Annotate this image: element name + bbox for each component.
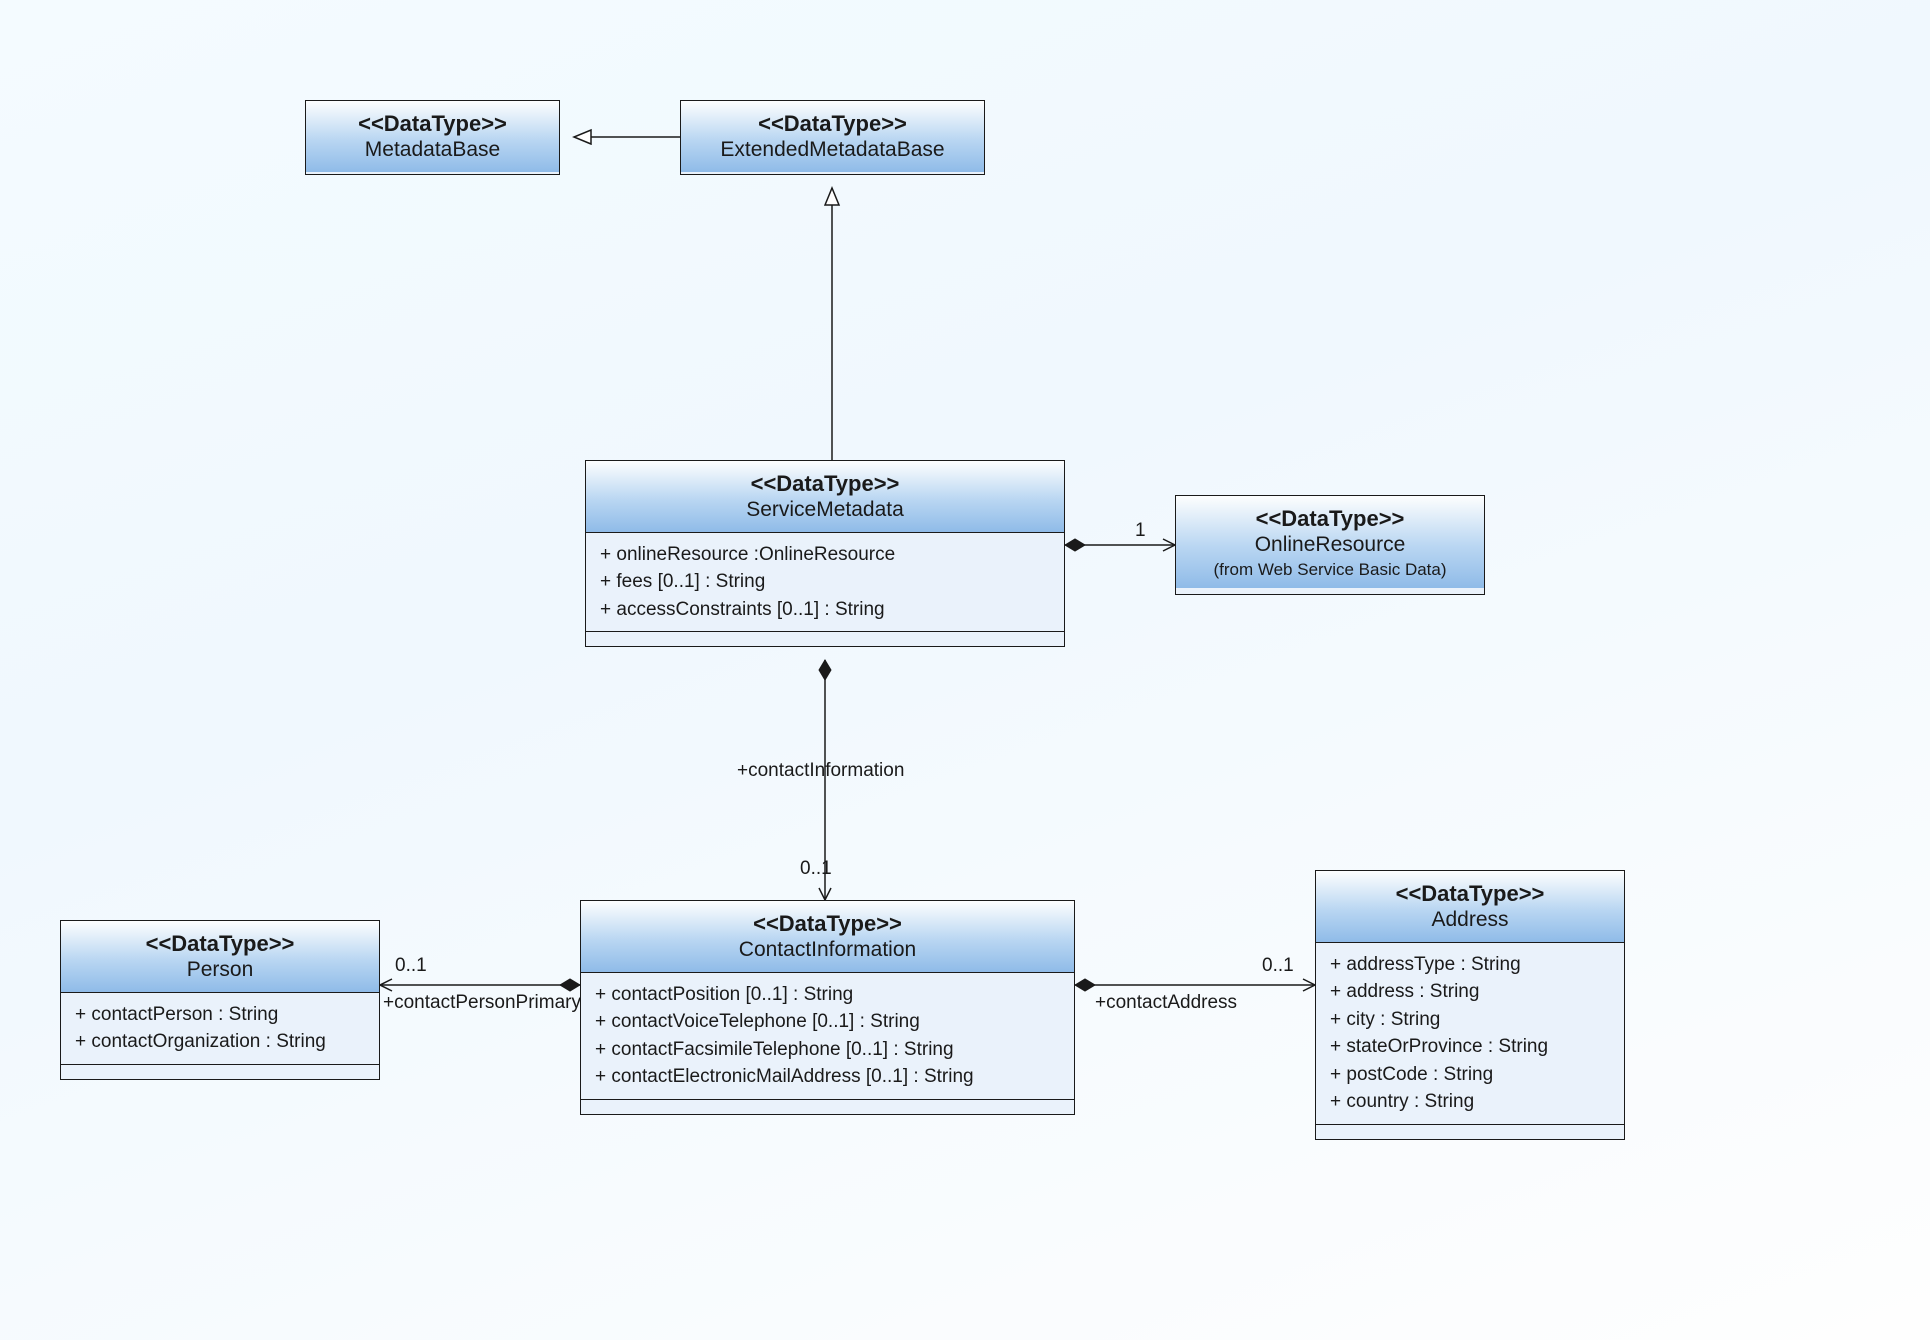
- stereotype-label: <<DataType>>: [75, 931, 365, 957]
- attribute-row: + contactPosition [0..1] : String: [595, 981, 1060, 1009]
- class-attributes: + contactPosition [0..1] : String + cont…: [581, 973, 1074, 1100]
- attribute-row: + contactPerson : String: [75, 1001, 365, 1029]
- class-service-metadata: <<DataType>> ServiceMetadata + onlineRes…: [585, 460, 1065, 647]
- stereotype-label: <<DataType>>: [695, 111, 970, 137]
- class-address: <<DataType>> Address + addressType : Str…: [1315, 870, 1625, 1140]
- edge-label: +contactAddress: [1095, 992, 1237, 1014]
- attribute-row: + postCode : String: [1330, 1061, 1610, 1089]
- attribute-row: + contactFacsimileTelephone [0..1] : Str…: [595, 1036, 1060, 1064]
- edge-label: 0..1: [1262, 955, 1294, 977]
- class-name-label: Person: [75, 957, 365, 983]
- class-subnote: (from Web Service Basic Data): [1190, 559, 1470, 580]
- attribute-row: + contactElectronicMailAddress [0..1] : …: [595, 1063, 1060, 1091]
- class-operations-empty: [1316, 1125, 1624, 1139]
- attribute-row: + country : String: [1330, 1088, 1610, 1116]
- edges-layer: [0, 0, 1930, 1340]
- class-name-label: OnlineResource: [1190, 532, 1470, 558]
- class-contact-information: <<DataType>> ContactInformation + contac…: [580, 900, 1075, 1115]
- attribute-row: + onlineResource :OnlineResource: [600, 541, 1050, 569]
- class-header: <<DataType>> ServiceMetadata: [586, 461, 1064, 533]
- class-attributes: + onlineResource :OnlineResource + fees …: [586, 533, 1064, 633]
- stereotype-label: <<DataType>>: [600, 471, 1050, 497]
- class-operations-empty: [61, 1065, 379, 1079]
- class-extended-metadata-base: <<DataType>> ExtendedMetadataBase: [680, 100, 985, 175]
- class-header: <<DataType>> ExtendedMetadataBase: [681, 101, 984, 172]
- class-operations-empty: [581, 1100, 1074, 1114]
- edge-label: 0..1: [800, 858, 832, 880]
- class-attributes: + contactPerson : String + contactOrgani…: [61, 993, 379, 1065]
- class-operations-empty: [586, 632, 1064, 646]
- class-header: <<DataType>> Person: [61, 921, 379, 993]
- edge-label: 0..1: [395, 955, 427, 977]
- attribute-row: + stateOrProvince : String: [1330, 1033, 1610, 1061]
- class-name-label: ExtendedMetadataBase: [695, 137, 970, 163]
- class-header: <<DataType>> ContactInformation: [581, 901, 1074, 973]
- attribute-row: + address : String: [1330, 978, 1610, 1006]
- class-name-label: Address: [1330, 907, 1610, 933]
- class-header: <<DataType>> MetadataBase: [306, 101, 559, 172]
- attribute-row: + contactVoiceTelephone [0..1] : String: [595, 1008, 1060, 1036]
- class-header: <<DataType>> OnlineResource (from Web Se…: [1176, 496, 1484, 588]
- attribute-row: + accessConstraints [0..1] : String: [600, 596, 1050, 624]
- class-name-label: ContactInformation: [595, 937, 1060, 963]
- stereotype-label: <<DataType>>: [1190, 506, 1470, 532]
- attribute-row: + fees [0..1] : String: [600, 568, 1050, 596]
- class-metadata-base: <<DataType>> MetadataBase: [305, 100, 560, 175]
- stereotype-label: <<DataType>>: [1330, 881, 1610, 907]
- stereotype-label: <<DataType>>: [320, 111, 545, 137]
- class-person: <<DataType>> Person + contactPerson : St…: [60, 920, 380, 1080]
- attribute-row: + contactOrganization : String: [75, 1028, 365, 1056]
- stereotype-label: <<DataType>>: [595, 911, 1060, 937]
- class-header: <<DataType>> Address: [1316, 871, 1624, 943]
- class-online-resource: <<DataType>> OnlineResource (from Web Se…: [1175, 495, 1485, 595]
- edge-label: +contactInformation: [737, 760, 904, 782]
- attribute-row: + city : String: [1330, 1006, 1610, 1034]
- class-name-label: MetadataBase: [320, 137, 545, 163]
- edge-label: 1: [1135, 520, 1146, 542]
- attribute-row: + addressType : String: [1330, 951, 1610, 979]
- class-attributes: + addressType : String + address : Strin…: [1316, 943, 1624, 1125]
- uml-diagram-canvas: <<DataType>> MetadataBase <<DataType>> E…: [0, 0, 1930, 1340]
- edge-label: +contactPersonPrimary: [383, 992, 581, 1014]
- class-name-label: ServiceMetadata: [600, 497, 1050, 523]
